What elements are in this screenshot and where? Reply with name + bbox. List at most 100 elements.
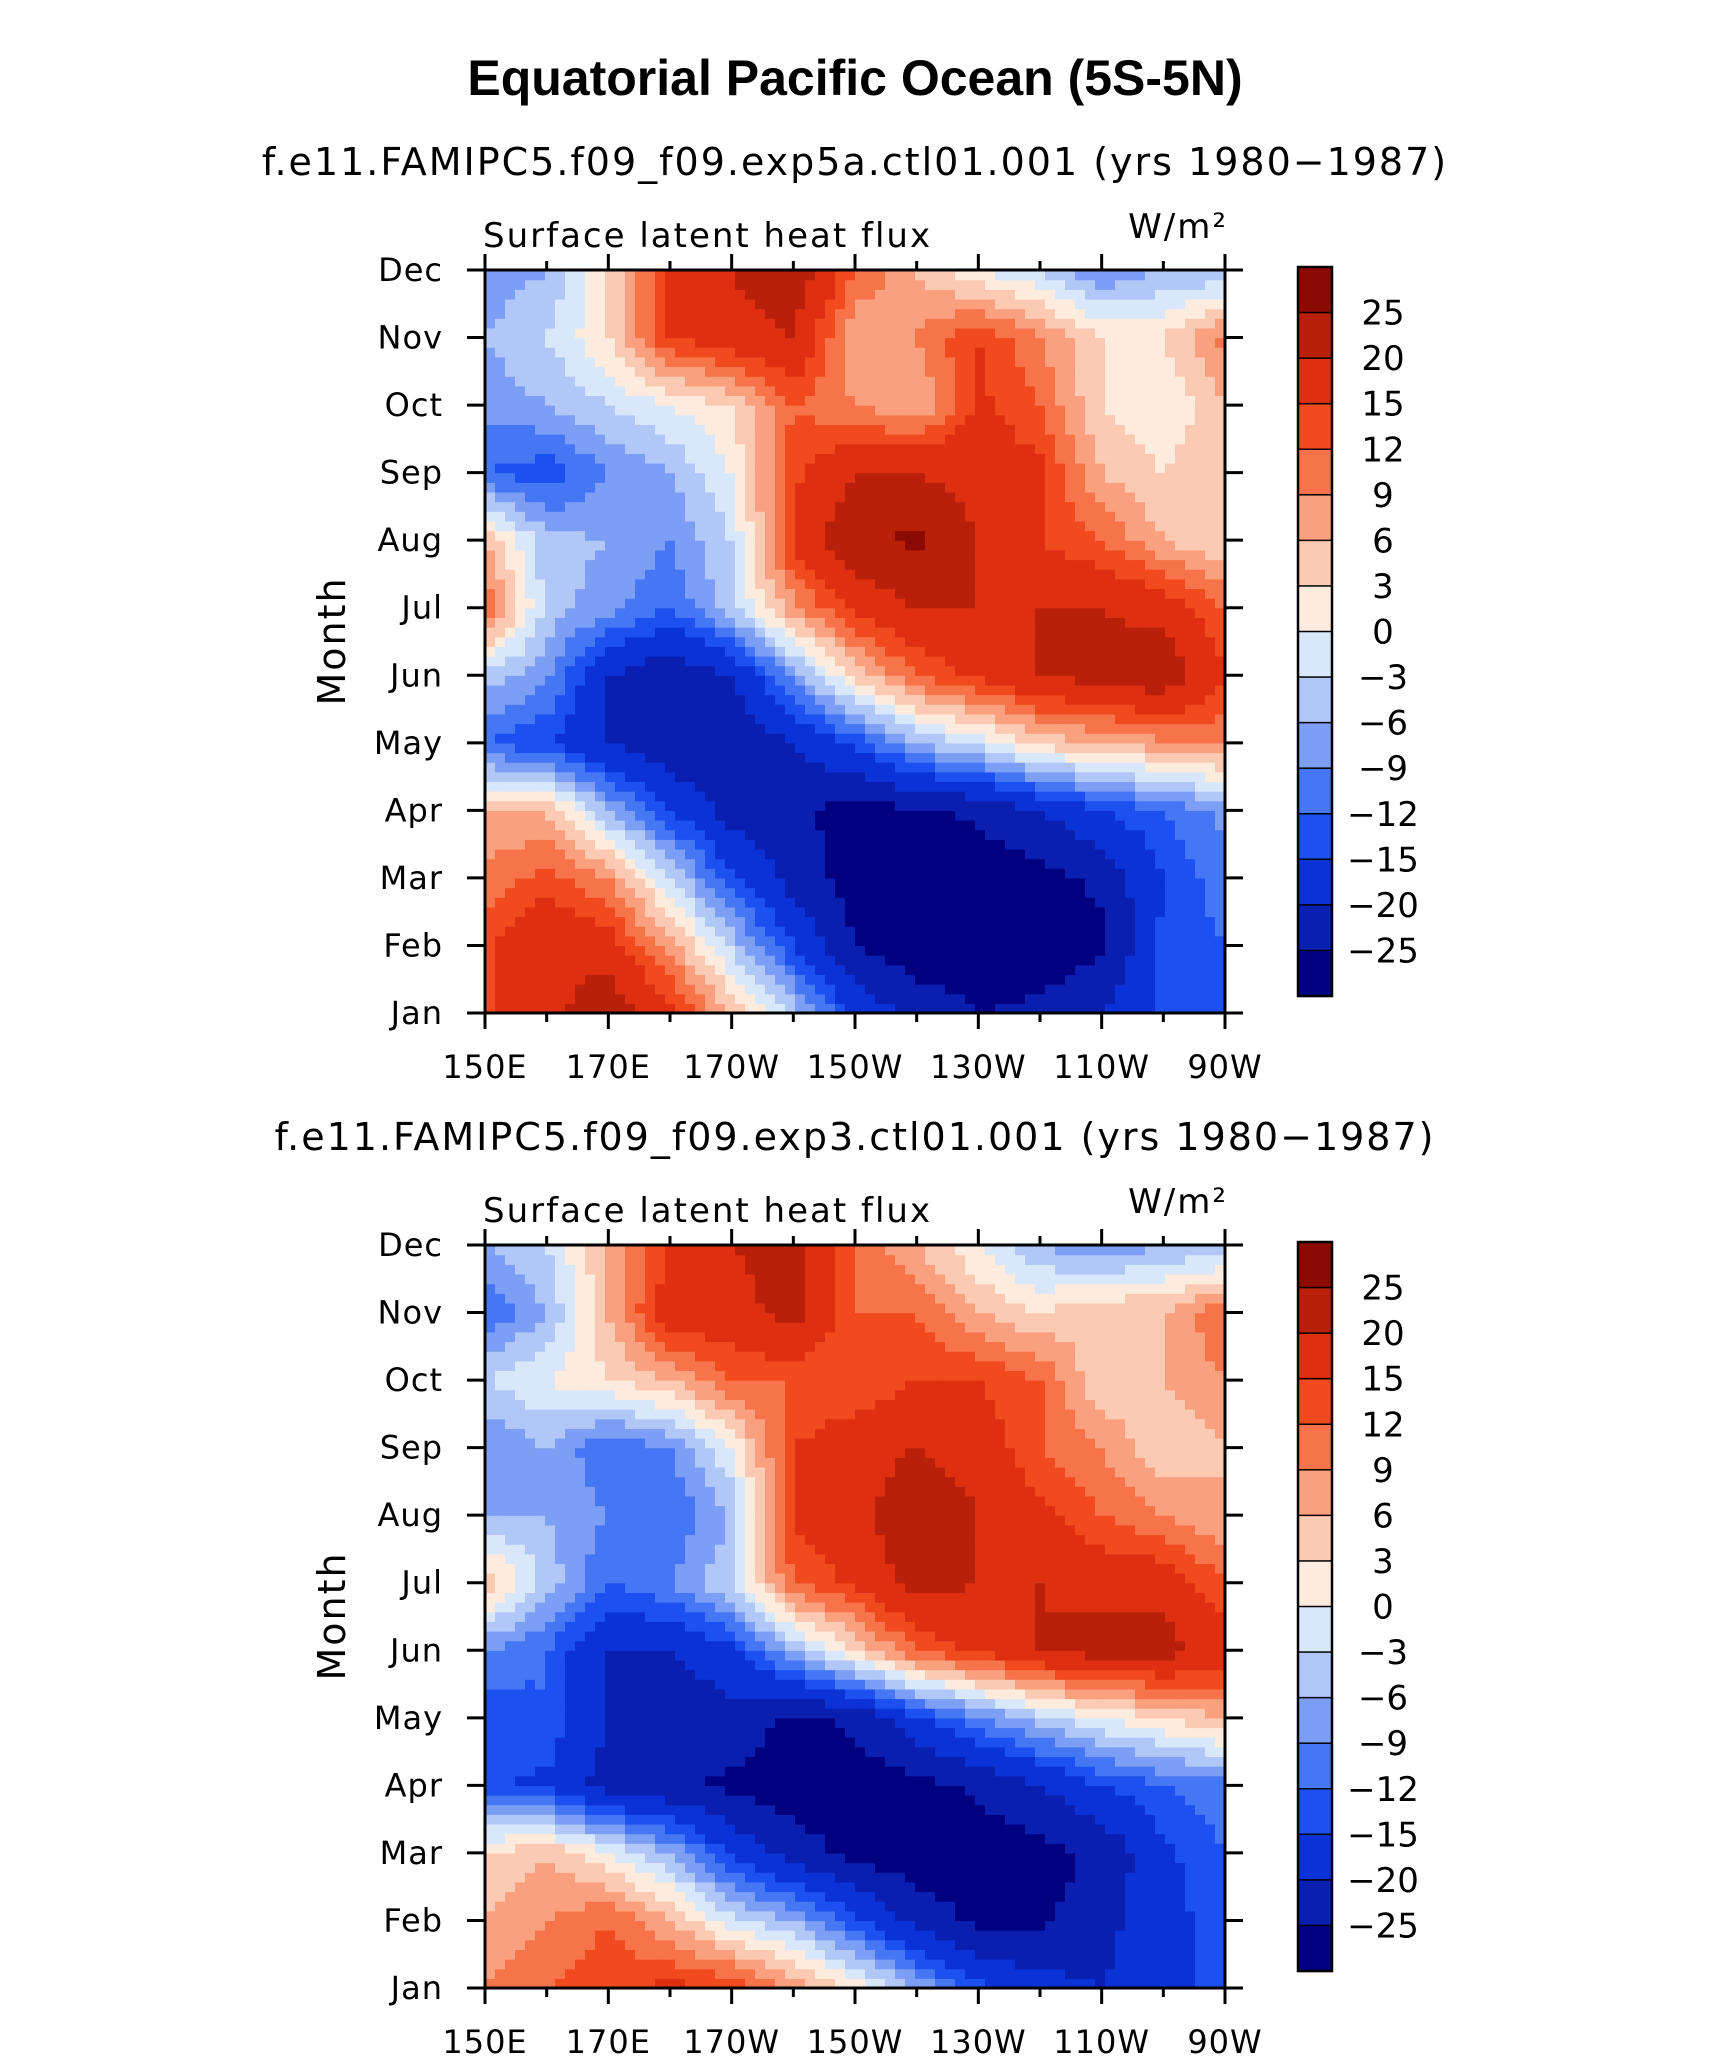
heatmap-cell — [495, 443, 506, 454]
heatmap-cell — [955, 617, 966, 628]
heatmap-cell — [1145, 897, 1156, 908]
heatmap-cell — [795, 955, 806, 966]
heatmap-cell — [865, 868, 876, 879]
heatmap-cell — [825, 733, 836, 744]
heatmap-cell — [495, 491, 506, 503]
heatmap-cell — [965, 742, 976, 754]
heatmap-cell — [565, 877, 576, 889]
heatmap-cell — [885, 926, 896, 937]
heatmap-cell — [875, 549, 886, 561]
heatmap-cell — [1015, 791, 1026, 802]
heatmap-cell — [615, 704, 626, 715]
heatmap-cell — [625, 356, 636, 368]
heatmap-cell — [1075, 366, 1086, 377]
heatmap-cell — [515, 366, 526, 377]
heatmap-cell — [625, 723, 636, 734]
heatmap-cell — [795, 627, 806, 638]
heatmap-cell — [965, 1003, 976, 1013]
heatmap-cell — [965, 617, 976, 628]
heatmap-cell — [1205, 800, 1216, 811]
heatmap-cell — [745, 491, 756, 503]
heatmap-cell — [875, 810, 886, 821]
heatmap-cell — [715, 887, 726, 898]
heatmap-cell — [1195, 598, 1206, 609]
heatmap-cell — [575, 752, 586, 763]
heatmap-cell — [485, 434, 496, 445]
heatmap-cell — [1145, 858, 1156, 869]
heatmap-cell — [1205, 569, 1216, 580]
heatmap-cell — [655, 848, 666, 860]
heatmap-cell — [685, 829, 696, 840]
heatmap-cell — [1185, 704, 1196, 715]
heatmap-cell — [955, 549, 966, 561]
heatmap-cell — [585, 549, 596, 561]
heatmap-cell — [535, 434, 546, 445]
heatmap-cell — [795, 945, 806, 956]
heatmap-cell — [1035, 434, 1046, 445]
heatmap-cell — [485, 848, 496, 860]
heatmap-cell — [1045, 540, 1056, 551]
heatmap-cell — [765, 926, 776, 937]
heatmap-cell — [1115, 906, 1126, 918]
heatmap-cell — [815, 926, 826, 937]
heatmap-cell — [635, 848, 646, 860]
heatmap-cell — [615, 491, 626, 503]
heatmap-cell — [655, 723, 666, 734]
heatmap-cell — [805, 848, 816, 860]
heatmap-cell — [805, 462, 816, 474]
heatmap-cell — [1045, 771, 1056, 783]
heatmap-cell — [585, 713, 596, 725]
heatmap-cell — [545, 781, 556, 792]
heatmap-cell — [905, 491, 916, 503]
heatmap-cell — [1165, 646, 1176, 657]
heatmap-cell — [905, 713, 916, 725]
heatmap-cell — [825, 964, 836, 975]
heatmap-cell — [525, 839, 536, 850]
heatmap-cell — [1185, 877, 1196, 889]
heatmap-cell — [615, 877, 626, 889]
heatmap-cell — [665, 752, 676, 763]
heatmap-cell — [555, 491, 566, 503]
heatmap-cell — [975, 1003, 986, 1013]
heatmap-cell — [495, 916, 506, 927]
heatmap-cell — [635, 405, 646, 416]
heatmap-cell — [625, 993, 636, 1004]
heatmap-cell — [495, 395, 506, 406]
heatmap-cell — [845, 762, 856, 773]
heatmap-cell — [735, 897, 746, 908]
heatmap-cell — [1215, 723, 1225, 734]
heatmap-cell — [675, 684, 686, 696]
heatmap-cell — [715, 829, 726, 840]
heatmap-cell — [1035, 549, 1046, 561]
heatmap-cell — [925, 627, 936, 638]
heatmap-cell — [1065, 405, 1076, 416]
heatmap-cell — [615, 675, 626, 686]
heatmap-cell — [1215, 482, 1225, 493]
heatmap-cell — [1075, 868, 1086, 879]
heatmap-cell — [615, 829, 626, 840]
heatmap-cell — [555, 395, 566, 406]
heatmap-cell — [1215, 675, 1225, 686]
heatmap-cell — [1155, 742, 1166, 754]
heatmap-cell — [585, 356, 596, 368]
heatmap-cell — [1155, 549, 1166, 561]
heatmap-cell — [1175, 405, 1186, 416]
heatmap-cell — [1065, 887, 1076, 898]
heatmap-cell — [755, 791, 766, 802]
heatmap-cell — [945, 877, 956, 889]
heatmap-cell — [875, 684, 886, 696]
heatmap-cell — [1175, 655, 1186, 667]
heatmap-cell — [795, 974, 806, 985]
heatmap-cell — [485, 877, 496, 889]
heatmap-cell — [495, 858, 506, 869]
heatmap-cell — [585, 916, 596, 927]
heatmap-cell — [565, 356, 576, 368]
heatmap-cell — [1155, 993, 1166, 1004]
heatmap-cell — [485, 897, 496, 908]
heatmap-cell — [485, 356, 496, 368]
heatmap-cell — [715, 491, 726, 503]
heatmap-cell — [665, 771, 676, 783]
heatmap-cell — [1135, 829, 1146, 840]
heatmap-cell — [865, 414, 876, 425]
heatmap-cell — [715, 482, 726, 493]
